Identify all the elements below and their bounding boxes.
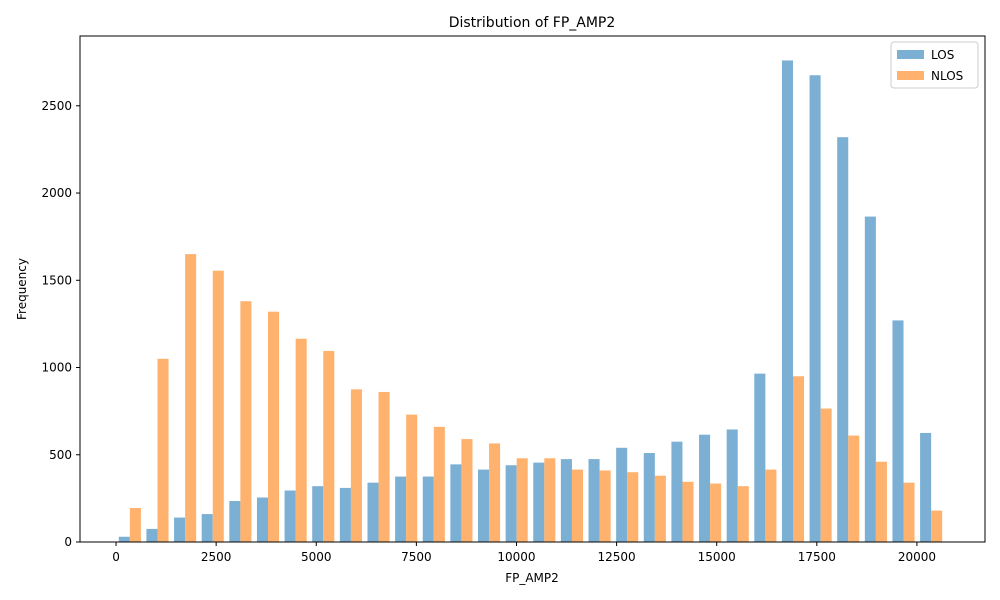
x-tick-label: 2500 xyxy=(201,550,232,564)
bar-nlos-3 xyxy=(212,270,224,542)
y-tick-label: 1000 xyxy=(41,361,72,375)
bar-nlos-4 xyxy=(240,301,252,542)
plot-frame xyxy=(79,35,986,543)
bar-los-19 xyxy=(643,453,655,542)
bar-nlos-8 xyxy=(350,389,362,542)
x-tick-label: 17500 xyxy=(798,550,836,564)
bar-nlos-9 xyxy=(378,391,390,542)
bar-nlos-2 xyxy=(185,254,197,542)
bar-nlos-18 xyxy=(627,472,639,542)
bar-nlos-19 xyxy=(654,475,666,542)
bar-nlos-15 xyxy=(544,458,556,542)
bar-los-23 xyxy=(754,373,766,542)
bar-los-28 xyxy=(892,320,904,542)
bar-los-10 xyxy=(395,476,407,542)
bar-nlos-12 xyxy=(461,439,473,542)
y-axis-ticks: 0 500 1000 1500 2000 2500 xyxy=(41,99,80,549)
x-tick-label: 0 xyxy=(112,550,120,564)
bar-nlos-13 xyxy=(489,443,501,542)
bar-los-4 xyxy=(229,500,241,542)
bar-nlos-21 xyxy=(710,483,722,542)
bar-los-7 xyxy=(312,486,324,542)
x-axis-label: FP_AMP2 xyxy=(505,571,559,585)
x-axis-ticks: 0 2500 5000 7500 10000 12500 15000 17500 20000 xyxy=(112,542,936,564)
bar-nlos-0 xyxy=(129,507,141,542)
chart-title: Distribution of FP_AMP2 xyxy=(449,15,616,31)
x-tick-label: 20000 xyxy=(898,550,936,564)
bar-nlos-17 xyxy=(599,470,611,542)
bar-los-12 xyxy=(450,464,462,542)
x-tick-label: 5000 xyxy=(301,550,332,564)
x-tick-label: 12500 xyxy=(597,550,635,564)
bars-layer xyxy=(118,60,943,543)
bar-los-17 xyxy=(588,459,600,542)
bar-nlos-26 xyxy=(848,435,860,542)
bar-nlos-28 xyxy=(903,482,915,542)
legend: LOS NLOS xyxy=(890,41,979,89)
bar-nlos-1 xyxy=(157,358,169,542)
bar-los-3 xyxy=(201,514,213,542)
bar-los-8 xyxy=(339,487,351,542)
bar-los-6 xyxy=(284,490,296,542)
bar-los-16 xyxy=(560,459,572,542)
bar-los-18 xyxy=(616,447,628,542)
bar-nlos-16 xyxy=(571,469,583,542)
legend-label-los: LOS xyxy=(931,48,954,62)
bar-los-27 xyxy=(864,216,876,542)
bar-nlos-14 xyxy=(516,458,528,542)
bar-nlos-27 xyxy=(875,461,887,542)
legend-swatch-nlos xyxy=(897,71,924,80)
bar-nlos-11 xyxy=(433,426,445,542)
bar-los-29 xyxy=(920,432,932,542)
x-tick-label: 10000 xyxy=(497,550,535,564)
bar-nlos-24 xyxy=(792,376,805,542)
legend-label-nlos: NLOS xyxy=(931,69,963,83)
bar-los-15 xyxy=(533,462,545,542)
y-tick-label: 1500 xyxy=(41,273,72,287)
legend-swatch-los xyxy=(897,50,924,59)
bar-nlos-20 xyxy=(682,481,694,542)
bar-nlos-10 xyxy=(406,414,418,542)
y-tick-label: 500 xyxy=(49,448,72,462)
bar-los-14 xyxy=(505,465,517,542)
bar-nlos-23 xyxy=(765,469,777,542)
bar-los-11 xyxy=(422,476,434,542)
bar-los-25 xyxy=(809,75,821,543)
bar-nlos-5 xyxy=(268,311,280,542)
y-tick-label: 2500 xyxy=(41,99,72,113)
bar-los-13 xyxy=(477,469,490,542)
y-axis-label: Frequency xyxy=(15,258,29,320)
bar-los-2 xyxy=(174,517,186,542)
bar-los-1 xyxy=(146,528,158,542)
bar-los-22 xyxy=(726,429,738,542)
bar-los-26 xyxy=(837,137,849,542)
y-tick-label: 2000 xyxy=(41,186,72,200)
bar-los-21 xyxy=(699,434,711,542)
bar-nlos-6 xyxy=(295,338,307,542)
bar-los-0 xyxy=(118,536,130,542)
bar-los-20 xyxy=(671,441,683,542)
x-tick-label: 15000 xyxy=(698,550,736,564)
bar-los-9 xyxy=(367,482,379,542)
bar-los-5 xyxy=(256,497,269,542)
bar-nlos-22 xyxy=(737,486,749,542)
bar-nlos-29 xyxy=(931,510,943,542)
bar-los-24 xyxy=(781,60,793,543)
y-tick-label: 0 xyxy=(64,535,72,549)
x-tick-label: 7500 xyxy=(401,550,432,564)
bar-nlos-25 xyxy=(820,408,832,542)
bar-nlos-7 xyxy=(323,350,335,542)
